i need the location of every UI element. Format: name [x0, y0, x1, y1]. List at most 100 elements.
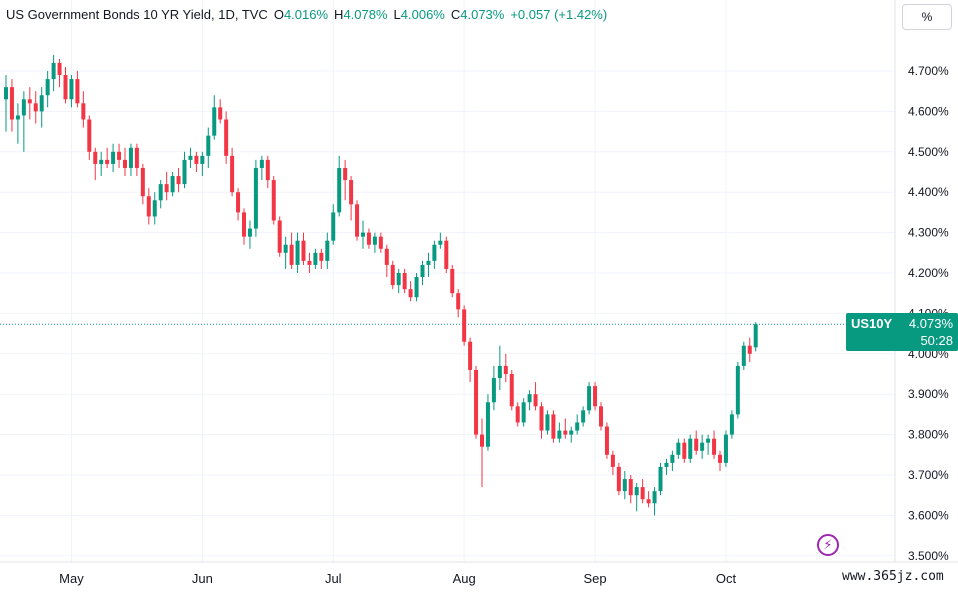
x-tick-label: Sep: [583, 571, 606, 586]
candle-body: [81, 103, 86, 120]
candle-body: [557, 430, 562, 439]
price-tag-symbol: US10Y: [851, 316, 893, 331]
y-tick-label: 4.400%: [908, 185, 949, 199]
candle-body: [63, 75, 68, 100]
candle-body: [640, 487, 645, 500]
candle-body: [741, 345, 746, 366]
candle-body: [491, 378, 496, 403]
candle-body: [474, 369, 479, 435]
candle-body: [111, 151, 116, 164]
candle-body: [426, 260, 431, 265]
candle-body: [194, 155, 199, 164]
candle-body: [462, 309, 467, 342]
percent-scale-button[interactable]: %: [902, 4, 952, 30]
candle-body: [224, 119, 229, 156]
y-tick-label: 4.500%: [908, 145, 949, 159]
candle-body: [236, 192, 241, 213]
candle-body: [295, 240, 300, 265]
candle-body: [521, 402, 526, 423]
candle-body: [15, 115, 20, 120]
candle-body: [718, 454, 722, 463]
candle-body: [140, 167, 145, 197]
x-tick-label: May: [59, 571, 84, 586]
y-tick-label: 4.200%: [908, 266, 949, 280]
candle-body: [747, 345, 752, 354]
candle-body: [313, 252, 318, 265]
candle-body: [164, 184, 169, 193]
candle-body: [646, 499, 651, 504]
candle-body: [134, 147, 139, 168]
candle-body: [4, 87, 8, 100]
candle-body: [706, 438, 711, 443]
candle-body: [319, 252, 324, 261]
candle-body: [533, 394, 538, 407]
high-label: H: [334, 7, 344, 22]
candle-body: [604, 426, 609, 455]
candle-body: [700, 442, 705, 451]
candle-body: [599, 406, 603, 427]
candle-body: [355, 204, 360, 237]
candle-body: [331, 212, 336, 241]
x-tick-label: Aug: [453, 571, 476, 586]
candle-body: [485, 402, 490, 447]
bar-countdown: 50:28: [920, 333, 953, 348]
y-tick-label: 3.600%: [908, 508, 949, 522]
candle-body: [420, 264, 425, 278]
candle-body: [182, 159, 187, 185]
y-tick-label: 4.600%: [908, 104, 949, 118]
candle-body: [366, 232, 371, 245]
candle-body: [396, 273, 401, 286]
candle-body: [515, 406, 520, 423]
x-tick-label: Oct: [716, 571, 737, 586]
y-tick-label: 3.500%: [908, 549, 949, 563]
candle-body: [57, 62, 62, 76]
candle-body: [729, 414, 734, 435]
candle-body: [259, 159, 264, 168]
candle-body: [414, 277, 419, 298]
watermark: www.365jz.com: [838, 569, 948, 584]
candle-body: [450, 268, 455, 294]
candle-body: [93, 151, 98, 164]
candle-body: [628, 479, 633, 496]
candle-body: [277, 220, 282, 253]
candle-body: [432, 244, 437, 261]
candle-body: [247, 228, 252, 237]
open-value: 4.016%: [283, 7, 329, 22]
candle-body: [438, 240, 443, 245]
candle-body: [402, 273, 407, 290]
candle-body: [361, 232, 365, 237]
price-tag-price: 4.073%: [908, 316, 953, 331]
candle-body: [610, 454, 615, 467]
candle-body: [682, 442, 687, 459]
candle-body: [539, 406, 544, 431]
last-price-tag: US10Y 4.073% 50:28: [846, 313, 958, 351]
lightning-bolt-icon[interactable]: ⚡: [817, 534, 839, 556]
candle-body: [712, 438, 717, 455]
candle-body: [343, 167, 348, 181]
candle-body: [105, 159, 110, 164]
candle-body: [242, 212, 246, 237]
candle-body: [563, 430, 568, 435]
candle-body: [658, 466, 663, 492]
candle-body: [468, 341, 473, 370]
candle-body: [75, 79, 80, 104]
candle-body: [200, 155, 205, 164]
chart-legend: US Government Bonds 10 YR Yield, 1D, TVC…: [6, 7, 613, 22]
x-tick-label: Jun: [192, 571, 213, 586]
candle-body: [99, 159, 104, 164]
candle-body: [21, 99, 26, 116]
y-tick-label: 3.700%: [908, 468, 949, 482]
candle-body: [283, 244, 288, 253]
candle-body: [676, 442, 681, 455]
candle-body: [569, 430, 574, 435]
candle-body: [271, 180, 276, 221]
candle-body: [307, 260, 312, 265]
candle-body: [652, 491, 657, 504]
candle-body: [723, 434, 728, 463]
candle-body: [176, 176, 181, 185]
high-value: 4.078%: [343, 7, 388, 22]
candle-body: [390, 264, 395, 286]
candle-body: [123, 159, 127, 168]
candle-body: [170, 176, 175, 193]
candle-body: [206, 135, 211, 156]
